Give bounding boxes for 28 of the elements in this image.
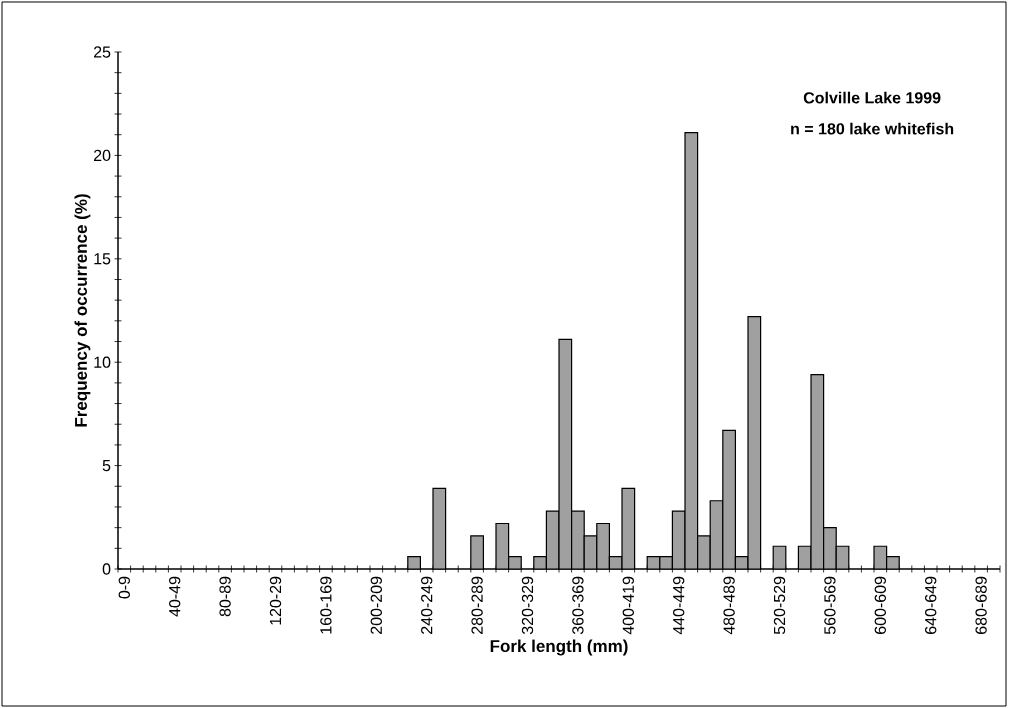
y-tick-label: 5 (102, 460, 111, 472)
y-axis-title: Frequency of occurrence (%) (74, 194, 91, 427)
y-tick-label: 15 (94, 253, 111, 265)
x-tick-label: 200-209 (370, 576, 382, 634)
x-tick-label: 520-529 (773, 576, 786, 635)
annotation: n = 180 lake whitefish (791, 122, 954, 135)
x-tick-label: 360-369 (572, 576, 584, 635)
x-tick-label: 480-489 (723, 576, 735, 635)
x-tick-label: 280-289 (471, 576, 483, 634)
x-tick-label: 560-569 (824, 576, 836, 635)
y-tick-label: 20 (94, 149, 111, 162)
x-tick-label: 0-9 (118, 576, 130, 599)
x-tick-label: 640-649 (925, 576, 937, 634)
y-tick-label: 0 (102, 563, 111, 575)
x-axis-title: Fork length (mm) (490, 639, 628, 656)
x-tick-label: 120-29 (269, 576, 282, 625)
x-tick-label: 320-329 (521, 576, 534, 635)
x-tick-label: 600-609 (874, 576, 886, 634)
annotation: Colville Lake 1999 (803, 91, 941, 104)
x-tick-label: 160-169 (320, 576, 332, 634)
y-tick-label: 25 (94, 46, 111, 58)
x-tick-label: 440-449 (673, 576, 685, 635)
x-tick-label: 400-419 (622, 576, 634, 635)
x-tick-label: 80-89 (219, 576, 231, 617)
x-tick-label: 680-689 (975, 576, 987, 634)
x-tick-label: 40-49 (169, 576, 181, 617)
y-tick-label: 10 (94, 356, 111, 368)
x-tick-label: 240-249 (421, 576, 433, 634)
